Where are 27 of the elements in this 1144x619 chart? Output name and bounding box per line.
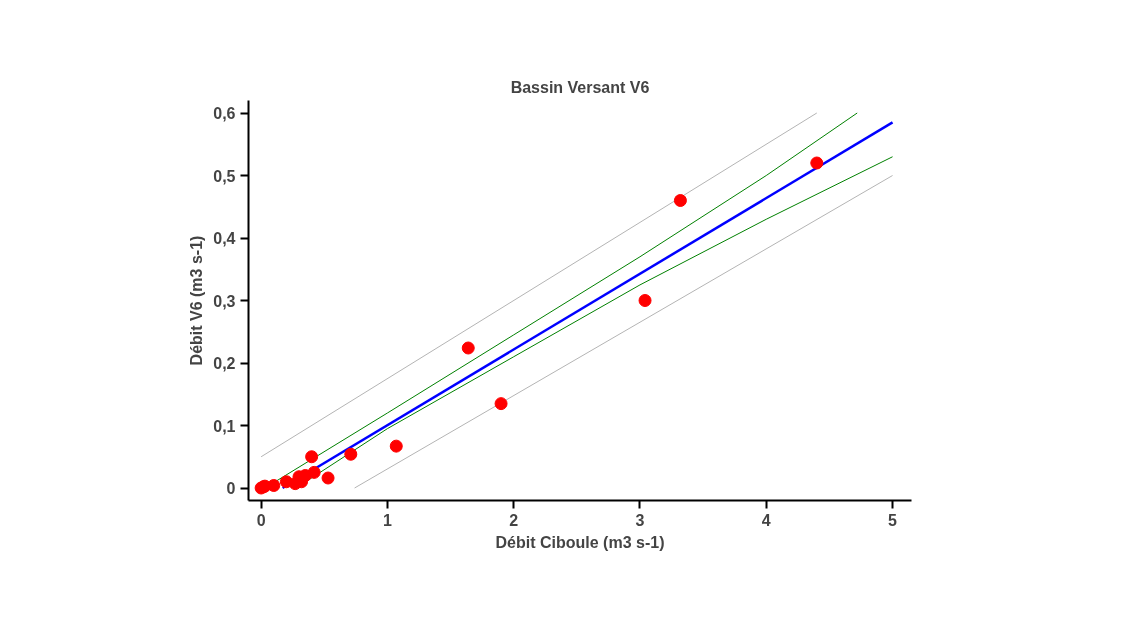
x-axis-title: Débit Ciboule (m3 s-1) [495, 533, 665, 551]
point [267, 479, 281, 492]
point [673, 194, 687, 207]
y-tick-label: 0,3 [213, 292, 236, 310]
point [389, 439, 403, 453]
y-tick-label: 0,4 [213, 230, 236, 247]
point [494, 397, 508, 411]
point [344, 447, 358, 461]
x-tick-label: 2 [509, 511, 519, 529]
y-tick-label: 0,6 [213, 105, 236, 122]
y-axis-title: Débit V6 (m3 s-1) [188, 235, 206, 366]
x-tick-label: 3 [635, 511, 645, 529]
x-tick-label: 4 [761, 511, 771, 529]
point [321, 471, 335, 485]
chart-title: Bassin Versant V6 [510, 78, 650, 96]
x-tick-label: 5 [888, 511, 898, 529]
x-tick-label: 0 [256, 511, 266, 529]
y-tick-label: 0,2 [213, 355, 236, 372]
point [305, 450, 319, 464]
y-tick-label: 0 [226, 480, 236, 497]
point [307, 465, 321, 479]
y-tick-label: 0,1 [213, 417, 236, 435]
point [810, 156, 824, 170]
x-tick-label: 1 [382, 511, 392, 529]
y-tick-label: 0,5 [213, 167, 236, 185]
point [638, 294, 652, 307]
point [461, 341, 475, 355]
